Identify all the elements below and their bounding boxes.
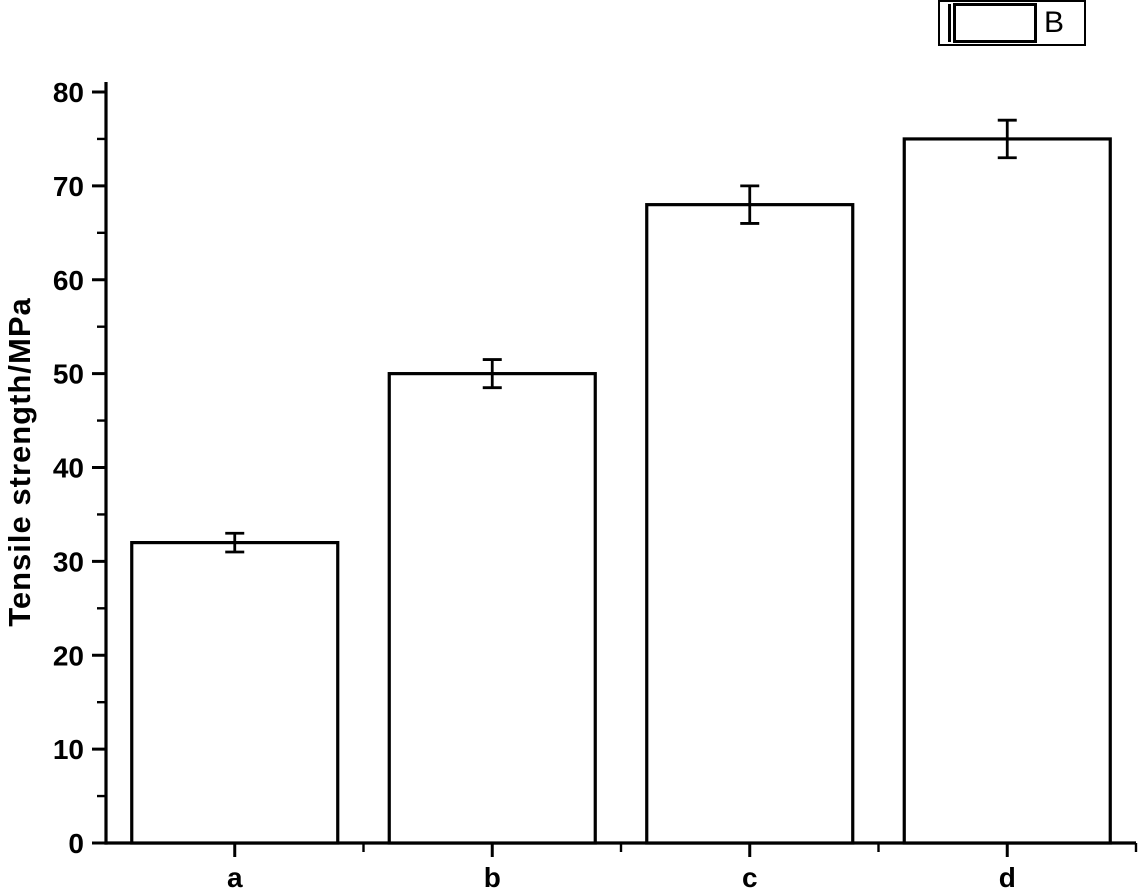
- y-tick-label: 0: [68, 828, 84, 859]
- legend-bar-swatch-icon: [953, 3, 1037, 43]
- y-tick-label: 60: [53, 265, 84, 296]
- bar-c: [645, 203, 855, 845]
- y-tick-label: 30: [53, 546, 84, 577]
- x-category-label: c: [742, 862, 758, 890]
- x-category-label: b: [484, 862, 501, 890]
- y-tick-label: 10: [53, 734, 84, 765]
- y-axis-title: Tensile strength/MPa: [2, 297, 37, 627]
- bar-b: [387, 372, 597, 845]
- bar-a: [130, 540, 340, 845]
- legend-label: B: [1044, 6, 1065, 39]
- bar-d: [902, 137, 1112, 845]
- x-category-label: a: [227, 862, 243, 890]
- y-tick-label: 50: [53, 359, 84, 390]
- legend: B: [938, 0, 1086, 46]
- y-tick-label: 70: [53, 171, 84, 202]
- x-category-label: d: [999, 862, 1016, 890]
- y-tick-label: 80: [53, 77, 84, 108]
- y-tick-label: 40: [53, 453, 84, 484]
- legend-errorbar-line-icon: [948, 4, 951, 42]
- y-tick-label: 20: [53, 640, 84, 671]
